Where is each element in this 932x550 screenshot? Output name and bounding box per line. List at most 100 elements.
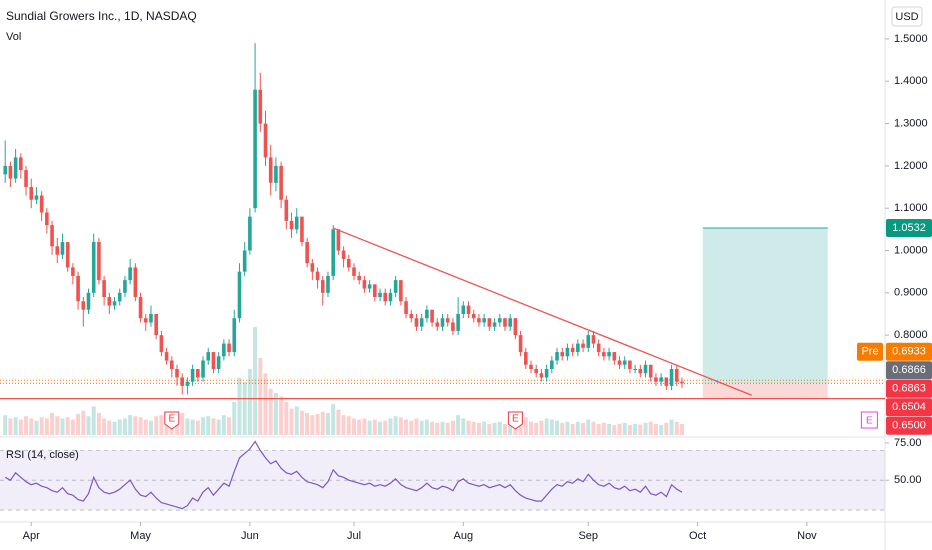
volume-bar <box>679 423 684 435</box>
candle-body <box>315 271 320 281</box>
y-tick-label: 1.2000 <box>894 160 928 172</box>
candle-body <box>211 352 216 369</box>
candle-body <box>263 123 268 158</box>
volume-bar <box>70 419 75 435</box>
volume-bar <box>445 422 450 435</box>
volume-bar <box>539 420 544 435</box>
currency-box[interactable] <box>891 6 923 27</box>
candle-body <box>336 229 341 251</box>
candle-body <box>326 275 330 293</box>
volume-bar <box>560 422 565 435</box>
volume-bar <box>247 368 252 435</box>
volume-bar <box>310 415 315 435</box>
volume-bar <box>216 419 221 435</box>
volume-bar <box>107 420 112 435</box>
y-tick-label: 1.1000 <box>894 202 928 214</box>
price-tag-label: 1.0532 <box>892 222 926 234</box>
candle-body <box>539 373 544 378</box>
candle-body <box>143 318 148 323</box>
candle-body <box>393 280 398 293</box>
x-tick-label: Sep <box>578 530 598 542</box>
candle-body <box>310 263 315 272</box>
candle-body <box>518 335 523 353</box>
volume-bar <box>502 423 507 435</box>
candle-body <box>352 267 356 276</box>
volume-bar <box>148 420 153 435</box>
candle-body <box>242 250 247 272</box>
candle-body <box>133 267 138 298</box>
volume-bar <box>81 410 86 435</box>
candle-body <box>617 360 622 365</box>
volume-bar <box>544 418 549 435</box>
candle-body <box>60 242 65 255</box>
volume-bar <box>325 412 330 435</box>
candle-body <box>357 275 362 281</box>
volume-bar <box>268 388 273 435</box>
y-tick-label: 1.4000 <box>894 75 928 87</box>
candle-body <box>388 292 393 302</box>
volume-bar <box>133 416 138 435</box>
volume-bar <box>242 382 247 435</box>
candle-body <box>669 368 674 386</box>
y-tick-label: 1.5000 <box>894 33 928 45</box>
candle-body <box>294 216 299 230</box>
volume-bar <box>195 420 200 435</box>
candle-body <box>102 280 106 298</box>
candle-body <box>466 305 471 314</box>
candle-body <box>643 364 648 374</box>
candle-body <box>159 335 164 353</box>
pre-tag-label: Pre <box>861 346 878 358</box>
candle-body <box>508 318 512 327</box>
volume-bar <box>669 419 674 435</box>
volume-bar <box>440 421 445 435</box>
candle-body <box>622 360 627 365</box>
volume-bar <box>601 422 606 435</box>
candle-body <box>404 301 408 314</box>
candle-body <box>607 352 611 357</box>
candle-body <box>591 335 596 344</box>
y-tick-label: 1.3000 <box>894 117 928 129</box>
volume-bar <box>8 418 13 435</box>
plot: 1.5000 1.4000 1.3000 1.2000 1.1000 1.0000 0.90… <box>0 33 932 542</box>
candle-body <box>300 216 304 243</box>
volume-bar <box>424 419 429 435</box>
volume-bar <box>591 421 596 435</box>
volume-bar <box>190 419 195 435</box>
volume-bar <box>643 422 648 435</box>
volume-bar <box>305 412 310 435</box>
candle-body <box>477 318 481 323</box>
event-marker <box>507 411 523 430</box>
candle-body <box>425 309 429 319</box>
volume-bar <box>253 327 258 435</box>
volume-bar <box>232 401 237 435</box>
candle-body <box>76 275 80 302</box>
candle-body <box>164 352 169 361</box>
pre-tag <box>857 342 883 361</box>
volume-bar <box>352 418 356 435</box>
candle-body <box>492 322 497 327</box>
volume-bar <box>414 418 419 435</box>
volume-bar <box>674 421 679 435</box>
volume-bar <box>55 416 60 435</box>
candle-body <box>185 381 190 386</box>
volume-bar <box>289 408 294 435</box>
candle-body <box>581 343 585 348</box>
candle-body <box>534 368 539 374</box>
candle-body <box>128 267 132 281</box>
volume-bar <box>435 422 440 435</box>
price-tag <box>886 398 932 417</box>
volume-bar <box>341 415 346 435</box>
candle-body <box>19 157 23 171</box>
volume-bar <box>76 414 81 435</box>
volume-bar <box>555 420 560 435</box>
candle-body <box>3 165 8 175</box>
volume-bar <box>430 421 435 435</box>
volume-bar <box>154 416 159 435</box>
volume-bar <box>91 406 96 435</box>
volume-bar <box>653 423 658 435</box>
volume-bar <box>237 377 242 435</box>
volume-bar <box>336 409 341 435</box>
candle-body <box>560 352 565 357</box>
volume-bar <box>143 419 148 435</box>
